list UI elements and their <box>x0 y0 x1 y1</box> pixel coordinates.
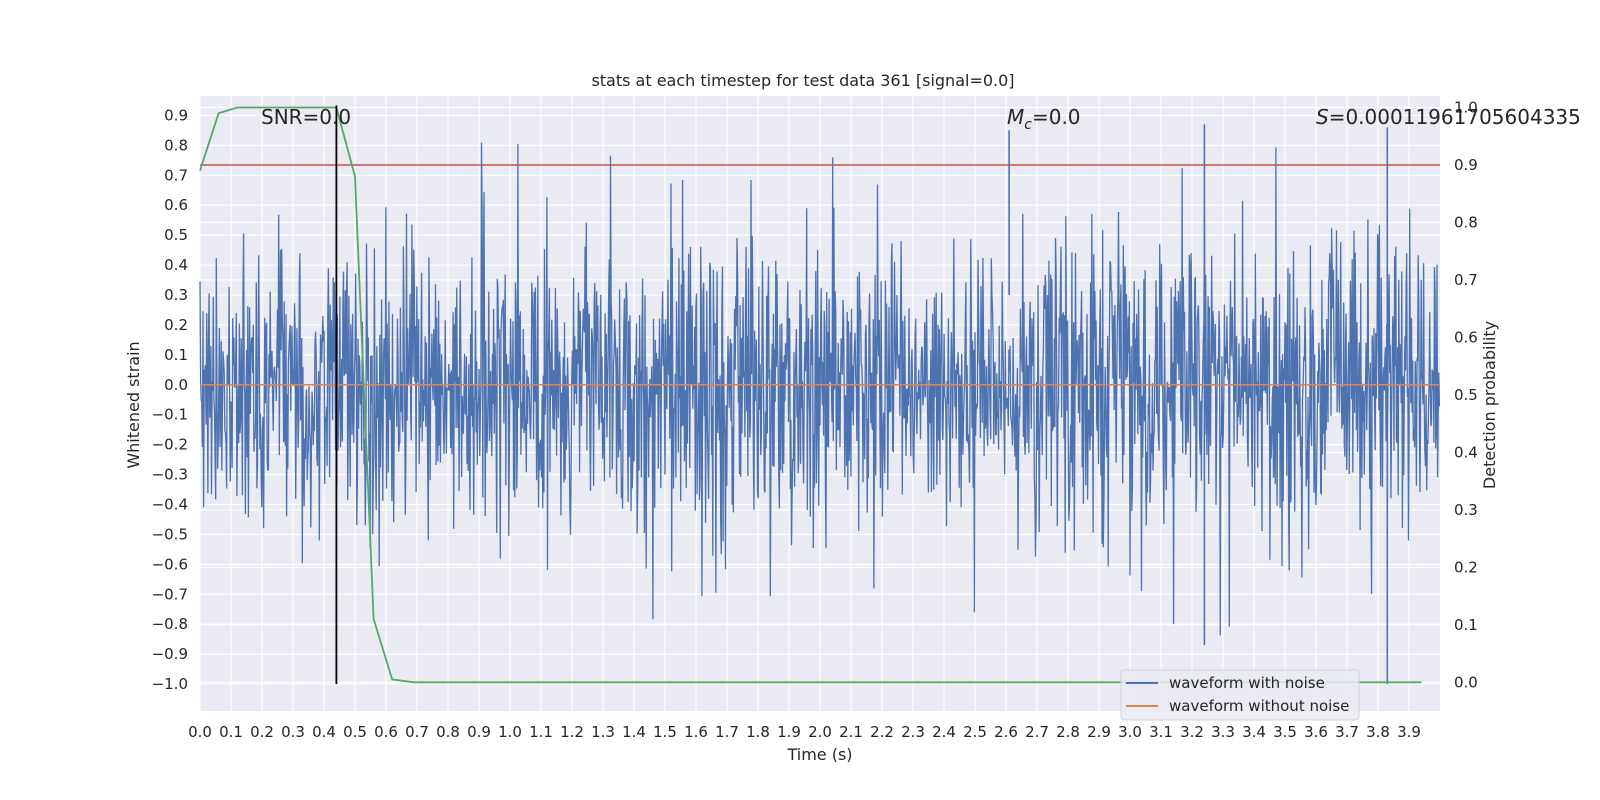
x-tick-label: 0.3 <box>281 723 305 741</box>
x-tick-label: 1.8 <box>746 723 770 741</box>
y-tick-label: −0.3 <box>152 466 188 484</box>
y2-tick-label: 0.6 <box>1454 328 1478 346</box>
legend-label-noise: waveform with noise <box>1169 674 1325 692</box>
x-tick-label: 2.6 <box>994 723 1018 741</box>
snr-annotation: SNR=0.0 <box>261 105 351 129</box>
x-tick-label: 2.2 <box>870 723 894 741</box>
x-tick-label: 2.0 <box>808 723 832 741</box>
x-tick-label: 1.9 <box>777 723 801 741</box>
y-tick-label: 0.6 <box>164 196 188 214</box>
y-tick-label: −0.4 <box>152 496 188 514</box>
mc-annotation: Mc=0.0 <box>1007 105 1081 133</box>
y2-tick-labels: 1.0 0.9 0.8 0.7 0.6 0.5 0.4 0.3 0.2 0.1 0.0 <box>1454 98 1478 691</box>
x-tick-label: 1.3 <box>591 723 615 741</box>
y-tick-label: −0.6 <box>152 555 188 573</box>
x-tick-label: 2.9 <box>1087 723 1111 741</box>
x-tick-label: 2.3 <box>901 723 925 741</box>
x-tick-label: 3.6 <box>1304 723 1328 741</box>
y-tick-labels: 0.9 0.8 0.7 0.6 0.5 0.4 0.3 0.2 0.1 0.0 −0.1 −0.2 −0… <box>152 106 188 693</box>
y-tick-label: 0.8 <box>164 136 188 154</box>
x-tick-label: 1.7 <box>715 723 739 741</box>
x-tick-label: 0.1 <box>219 723 243 741</box>
x-tick-label: 0.5 <box>343 723 367 741</box>
x-tick-label: 3.0 <box>1118 723 1142 741</box>
legend-label-clean: waveform without noise <box>1169 697 1349 715</box>
y-tick-label: 0.3 <box>164 286 188 304</box>
x-tick-label: 1.4 <box>622 723 646 741</box>
x-tick-label: 0.7 <box>405 723 429 741</box>
y2-tick-label: 0.9 <box>1454 156 1478 174</box>
x-tick-label: 1.1 <box>529 723 553 741</box>
y-tick-label: −0.7 <box>152 585 188 603</box>
y2-tick-label: 0.2 <box>1454 558 1478 576</box>
x-tick-label: 3.7 <box>1335 723 1359 741</box>
s-symbol: S <box>1316 105 1329 129</box>
y2-tick-label: 1.0 <box>1454 98 1478 116</box>
mc-subscript: c <box>1024 117 1032 133</box>
x-tick-labels: 0.0 0.1 0.2 0.3 0.4 0.5 0.6 0.7 0.8 0.9 1.0 1.1 1.2 1… <box>188 723 1421 741</box>
x-tick-label: 3.4 <box>1242 723 1266 741</box>
y-tick-label: −0.9 <box>152 645 188 663</box>
y-tick-label: −0.5 <box>152 525 188 543</box>
x-tick-label: 2.8 <box>1056 723 1080 741</box>
legend-box <box>1120 669 1360 721</box>
y-tick-label: 0.7 <box>164 166 188 184</box>
y-tick-label: 0.1 <box>164 346 188 364</box>
x-tick-label: 0.8 <box>436 723 460 741</box>
s-value: =0.00011961705604335 <box>1329 105 1581 129</box>
x-tick-label: 2.5 <box>963 723 987 741</box>
y2-tick-label: 0.1 <box>1454 616 1478 634</box>
x-tick-label: 3.9 <box>1397 723 1421 741</box>
mc-symbol: M <box>1007 105 1024 129</box>
x-tick-label: 2.4 <box>932 723 956 741</box>
y-tick-label: 0.2 <box>164 316 188 334</box>
x-tick-label: 0.0 <box>188 723 212 741</box>
y-axis-label: Whitened strain <box>124 341 143 468</box>
y-tick-label: −0.2 <box>152 436 188 454</box>
mc-value: =0.0 <box>1032 105 1081 129</box>
x-tick-label: 3.8 <box>1366 723 1390 741</box>
series-layer <box>199 105 1441 685</box>
x-tick-label: 1.5 <box>653 723 677 741</box>
y2-tick-label: 0.0 <box>1454 673 1478 691</box>
x-tick-label: 0.2 <box>250 723 274 741</box>
y2-tick-label: 0.5 <box>1454 386 1478 404</box>
y-tick-label: 0.5 <box>164 226 188 244</box>
chart-title: stats at each timestep for test data 361… <box>591 71 1014 90</box>
x-tick-label: 0.6 <box>374 723 398 741</box>
x-tick-label: 3.1 <box>1149 723 1173 741</box>
x-axis-label: Time (s) <box>786 745 852 764</box>
series-detection-probability <box>199 106 1422 684</box>
x-tick-label: 1.6 <box>684 723 708 741</box>
y-tick-label: −0.1 <box>152 406 188 424</box>
x-tick-label: 3.3 <box>1211 723 1235 741</box>
y2-axis-label: Detection probability <box>1480 321 1499 489</box>
y-tick-label: 0.9 <box>164 106 188 124</box>
x-tick-label: 3.5 <box>1273 723 1297 741</box>
x-tick-label: 1.2 <box>560 723 584 741</box>
y2-tick-label: 0.8 <box>1454 213 1478 231</box>
y2-tick-label: 0.3 <box>1454 501 1478 519</box>
y-tick-label: 0.4 <box>164 256 188 274</box>
legend: waveform with noise waveform without noi… <box>1120 669 1360 721</box>
s-annotation: S=0.00011961705604335 <box>1316 105 1581 129</box>
x-tick-label: 2.1 <box>839 723 863 741</box>
y2-tick-label: 0.4 <box>1454 443 1478 461</box>
x-tick-label: 0.4 <box>312 723 336 741</box>
y-tick-label: −0.8 <box>152 615 188 633</box>
x-tick-label: 0.9 <box>467 723 491 741</box>
x-tick-label: 1.0 <box>498 723 522 741</box>
y-tick-label: −1.0 <box>152 675 188 693</box>
x-tick-label: 2.7 <box>1025 723 1049 741</box>
y-tick-label: 0.0 <box>164 376 188 394</box>
series-waveform-with-noise <box>199 142 1441 636</box>
y2-tick-label: 0.7 <box>1454 271 1478 289</box>
x-tick-label: 3.2 <box>1180 723 1204 741</box>
